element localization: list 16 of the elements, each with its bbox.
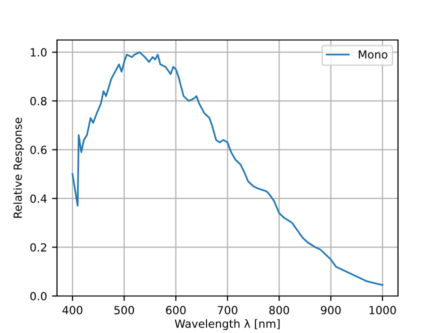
x-tick-label: 800 bbox=[269, 306, 290, 314]
x-tick-label: 700 bbox=[218, 306, 238, 314]
x-axis-title: Wavelength λ [nm] bbox=[174, 319, 280, 330]
x-tick-label: 1000 bbox=[370, 306, 396, 314]
legend-label: Mono bbox=[358, 50, 388, 59]
y-tick-label: 0.6 bbox=[30, 146, 47, 154]
y-tick-label: 0.2 bbox=[30, 243, 46, 252]
y-tick-label: 0.0 bbox=[30, 292, 47, 300]
y-tick-label: 1.0 bbox=[30, 48, 47, 57]
x-tick-label: 600 bbox=[166, 306, 186, 314]
y-axis-title: Relative Response bbox=[13, 118, 24, 218]
y-tick-label: 0.4 bbox=[30, 194, 47, 203]
x-tick-label: 900 bbox=[320, 306, 341, 314]
x-tick-label: 400 bbox=[62, 306, 82, 314]
x-tick-label: 500 bbox=[114, 306, 134, 314]
y-tick-label: 0.8 bbox=[30, 96, 47, 106]
